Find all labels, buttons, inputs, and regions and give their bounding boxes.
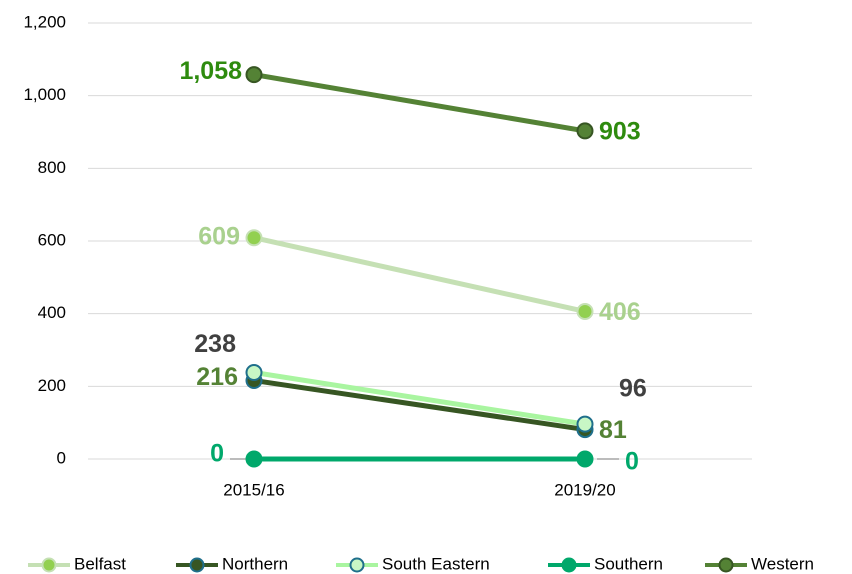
legend-marker <box>718 557 734 573</box>
legend-marker <box>189 557 205 573</box>
legend-marker <box>561 557 577 573</box>
legend-label: Northern <box>222 554 288 573</box>
legend-label: Southern <box>594 554 663 573</box>
value-label: 96 <box>619 375 647 403</box>
value-label: 238 <box>194 330 236 358</box>
value-label: 609 <box>198 222 240 250</box>
marker <box>576 302 594 320</box>
marker <box>576 415 594 433</box>
marker <box>245 229 263 247</box>
series-line <box>253 235 586 314</box>
y-tick-label: 1,000 <box>23 85 66 104</box>
legend-marker <box>349 557 365 573</box>
y-tick-label: 800 <box>38 158 66 177</box>
value-label: 406 <box>599 298 641 326</box>
value-label: 216 <box>196 363 238 391</box>
marker <box>245 66 263 84</box>
marker <box>576 450 594 468</box>
series-line <box>253 378 586 433</box>
marker <box>576 122 594 140</box>
value-label: 1,058 <box>179 57 242 85</box>
legend-label: Belfast <box>74 554 126 573</box>
series-line <box>253 72 586 134</box>
y-tick-label: 600 <box>38 230 66 249</box>
marker <box>245 364 263 382</box>
marker <box>245 450 263 468</box>
y-tick-label: 200 <box>38 376 66 395</box>
y-tick-label: 0 <box>57 448 66 467</box>
x-tick-label: 2015/16 <box>223 480 284 499</box>
legend-label: Western <box>751 554 814 573</box>
value-label: 81 <box>599 416 627 444</box>
value-label: 0 <box>210 440 224 468</box>
legend-marker <box>41 557 57 573</box>
x-tick-label: 2019/20 <box>554 480 615 499</box>
y-tick-label: 400 <box>38 303 66 322</box>
legend-label: South Eastern <box>382 554 490 573</box>
value-label: 903 <box>599 118 641 146</box>
series-line <box>253 370 586 427</box>
value-label: 0 <box>625 448 639 476</box>
y-tick-label: 1,200 <box>23 12 66 31</box>
